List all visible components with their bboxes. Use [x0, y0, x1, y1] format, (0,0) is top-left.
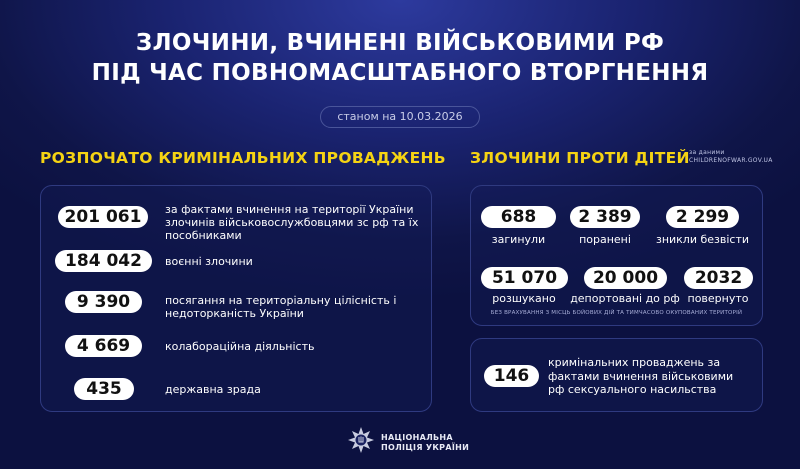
children-heading: ЗЛОЧИНИ ПРОТИ ДІТЕЙ	[470, 149, 690, 167]
source-note: за даними CHILDRENOFWAR.GOV.UA	[689, 149, 773, 165]
stat-label: колабораційна діяльність	[165, 340, 315, 353]
title-line-2: ПІД ЧАС ПОВНОМАСШТАБНОГО ВТОРГНЕННЯ	[91, 60, 709, 86]
stat-value: 9 390	[65, 291, 142, 313]
child-stat-value: 51 070	[481, 267, 568, 289]
child-stat-value: 20 000	[584, 267, 667, 289]
child-stat-label: повернуто	[687, 292, 749, 305]
date-badge: станом на 10.03.2026	[320, 106, 480, 128]
stat-label: посягання на територіальну цілісність і …	[165, 294, 397, 320]
sexual-violence-value: 146	[484, 365, 539, 387]
child-stat-label: загинули	[491, 233, 546, 246]
stat-value: 201 061	[58, 206, 148, 228]
child-stat-label: розшукано	[492, 292, 556, 305]
children-footnote: БЕЗ ВРАХУВАННЯ З МІСЦЬ БОЙОВИХ ДІЙ ТА ТИ…	[490, 310, 743, 316]
sexual-violence-label: кримінальних проваджень за фактами вчине…	[548, 356, 734, 396]
stat-value: 184 042	[55, 250, 152, 272]
criminal-heading: РОЗПОЧАТО КРИМІНАЛЬНИХ ПРОВАДЖЕНЬ	[40, 149, 446, 167]
source-line: за даними	[689, 149, 725, 156]
logo-line: ПОЛІЦІЯ УКРАЇНИ	[381, 443, 470, 452]
stat-value: 4 669	[65, 335, 142, 357]
stat-label: воєнні злочини	[165, 255, 253, 268]
stat-label: державна зрада	[165, 383, 261, 396]
child-stat-label: зникли безвісти	[655, 233, 750, 246]
child-stat-value: 688	[481, 206, 556, 228]
title-line-1: ЗЛОЧИНИ, ВЧИНЕНІ ВІЙСЬКОВИМИ РФ	[135, 30, 665, 56]
child-stat-value: 2032	[684, 267, 753, 289]
child-stat-label: поранені	[579, 233, 631, 246]
child-stat-value: 2 299	[666, 206, 739, 228]
source-link: CHILDRENOFWAR.GOV.UA	[689, 157, 773, 164]
police-logo-text: НАЦІОНАЛЬНА ПОЛІЦІЯ УКРАЇНИ	[381, 433, 469, 453]
police-star-icon	[348, 427, 374, 453]
stat-value: 435	[74, 378, 134, 400]
stat-label: за фактами вчинення на території України…	[165, 203, 419, 242]
child-stat-label: депортовані до рф	[570, 292, 680, 305]
logo-line: НАЦІОНАЛЬНА	[381, 433, 453, 442]
child-stat-value: 2 389	[570, 206, 640, 228]
